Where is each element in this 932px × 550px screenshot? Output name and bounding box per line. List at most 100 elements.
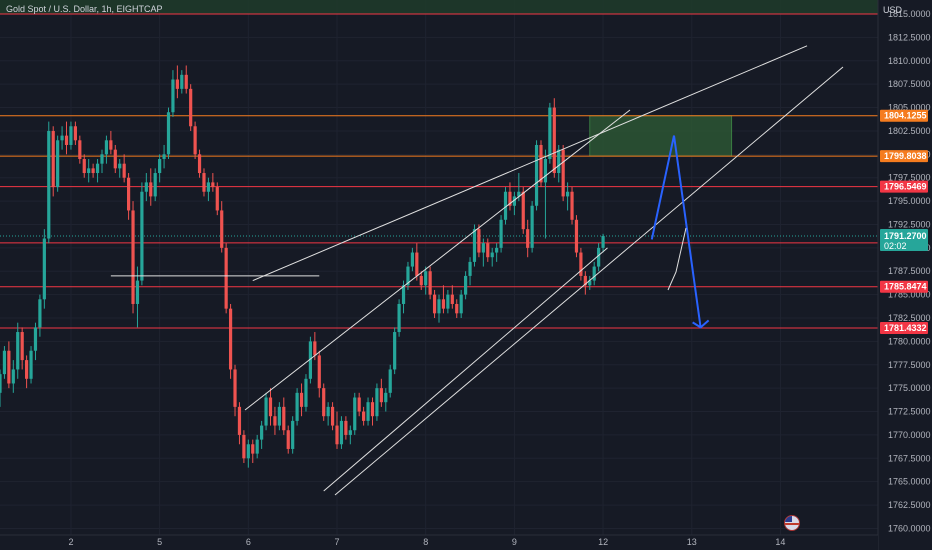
projection-path (650, 135, 702, 328)
price-tick-label: 1795.0000 (888, 196, 931, 206)
price-axis[interactable]: 1815.0000 1812.5000 1810.0000 1807.5000 1805… (877, 0, 932, 550)
level-price-label: 1785.8474 (884, 282, 927, 292)
candle (428, 266, 432, 300)
candle (495, 243, 499, 262)
candle (490, 247, 494, 267)
candle (2, 346, 7, 379)
candle-body (224, 247, 228, 309)
candle (56, 135, 60, 192)
candle (78, 135, 82, 164)
chart-title: Gold Spot / U.S. Dollar, 1h, EIGHTCAP (6, 4, 163, 14)
time-axis-bg (0, 535, 878, 550)
time-tick-label: 6 (246, 537, 251, 547)
time-tick-label: 13 (687, 537, 697, 547)
candle-body (95, 163, 100, 174)
candle (197, 149, 202, 178)
time-tick-label: 9 (512, 537, 517, 547)
candle (144, 173, 148, 202)
channel-lower (323, 247, 608, 492)
candle-body (273, 416, 277, 426)
candle-body (534, 144, 539, 206)
candle-body (384, 392, 388, 403)
candle-body (91, 168, 95, 174)
time-tick-label: 2 (68, 537, 73, 547)
price-tick-label: 1810.0000 (888, 56, 931, 66)
candle-body (260, 425, 264, 440)
candle-body (432, 294, 437, 314)
candle (25, 355, 29, 389)
us-flag-icon[interactable] (784, 515, 800, 531)
candle-body (16, 332, 20, 370)
candle (574, 215, 579, 258)
candle-body (353, 397, 357, 431)
supply-zone (589, 115, 733, 157)
candle (477, 224, 481, 258)
candle (441, 285, 446, 314)
candle (561, 144, 565, 202)
candle-body (574, 219, 579, 253)
candle-body (171, 79, 175, 113)
candle-body (313, 341, 317, 356)
candle-body (38, 299, 42, 328)
candle-body (113, 149, 117, 169)
candle-body (464, 275, 468, 295)
candle (588, 275, 592, 290)
candle (82, 154, 86, 178)
candle-body (295, 392, 299, 421)
price-tick-label: 1770.0000 (888, 430, 931, 440)
candle-body (228, 308, 233, 370)
current-price-tag (880, 228, 928, 251)
candle-body (11, 369, 15, 384)
candle (175, 65, 179, 99)
candle (64, 121, 69, 155)
candle-body (495, 247, 499, 253)
level-price-label: 1804.1255 (884, 111, 927, 121)
candle-body (162, 154, 166, 160)
candle (273, 406, 277, 435)
candle-body (468, 261, 472, 276)
candle (415, 243, 419, 281)
candle-body (339, 420, 344, 445)
candle (335, 411, 339, 449)
candle (69, 121, 73, 150)
candle (464, 271, 468, 300)
candle-body (401, 285, 406, 304)
candle (20, 327, 24, 370)
candle (158, 154, 162, 183)
candle-body (539, 144, 543, 183)
candle-body (202, 173, 206, 192)
horizontal-levels (0, 13, 878, 329)
candle (357, 392, 361, 417)
candle-body (512, 196, 516, 206)
candle (366, 397, 370, 426)
candle-body (189, 88, 193, 127)
candle (299, 383, 304, 417)
price-tick-label: 1792.5000 (888, 219, 931, 229)
candle-body (481, 243, 485, 253)
candle (0, 369, 2, 407)
candle (548, 102, 552, 164)
projection-arrowhead (692, 319, 710, 329)
time-tick-label: 8 (423, 537, 428, 547)
candle (446, 289, 450, 314)
candle-body (388, 369, 392, 393)
candle-body (459, 294, 463, 314)
zones (0, 0, 878, 157)
candle (450, 285, 454, 309)
candle-body (153, 173, 157, 197)
candle-body (122, 163, 126, 178)
candle (406, 261, 410, 290)
candle (255, 434, 259, 459)
candle-body (499, 219, 503, 248)
countdown-label: 02:02 (884, 241, 907, 251)
candle-body (450, 294, 454, 304)
candle-body (60, 135, 64, 141)
candle (583, 271, 587, 295)
candle-body (601, 235, 605, 248)
time-axis[interactable]: 2 5 6 7 8 9 12 13 14 (0, 534, 878, 550)
candle (379, 378, 383, 407)
candle (317, 350, 321, 398)
candle-body (184, 74, 188, 89)
candle (286, 425, 290, 454)
